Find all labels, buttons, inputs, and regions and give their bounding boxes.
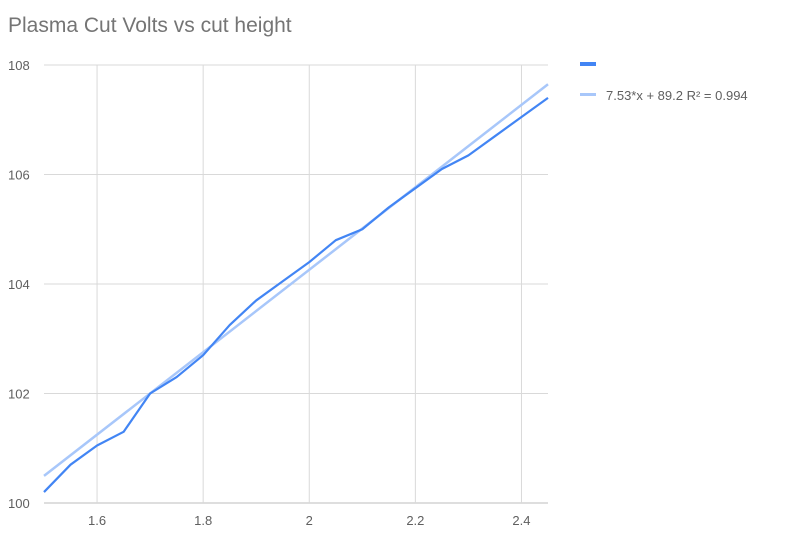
grid xyxy=(44,64,548,504)
plot-area xyxy=(43,83,549,493)
legend-swatch-trendline xyxy=(580,93,596,96)
tick-labels: 100 102 104 106 108 1.6 1.8 2 2.2 2.4 xyxy=(8,58,531,528)
x-tick-label: 2 xyxy=(306,513,313,528)
legend-trendline-label: 7.53*x + 89.2 R² = 0.994 xyxy=(606,88,748,103)
x-tick-label: 1.8 xyxy=(194,513,212,528)
y-tick-label: 100 xyxy=(8,496,30,511)
series-line xyxy=(43,96,549,493)
legend: 7.53*x + 89.2 R² = 0.994 xyxy=(580,62,748,103)
chart-title: Plasma Cut Volts vs cut height xyxy=(8,14,292,37)
y-tick-label: 104 xyxy=(8,277,30,292)
x-tick-label: 2.2 xyxy=(406,513,424,528)
x-tick-label: 1.6 xyxy=(88,513,106,528)
y-tick-label: 106 xyxy=(8,168,30,183)
trendline xyxy=(43,83,549,477)
x-tick-label: 2.4 xyxy=(512,513,530,528)
y-tick-label: 102 xyxy=(8,387,30,402)
y-tick-label: 108 xyxy=(8,58,30,73)
legend-swatch-series xyxy=(580,62,596,66)
